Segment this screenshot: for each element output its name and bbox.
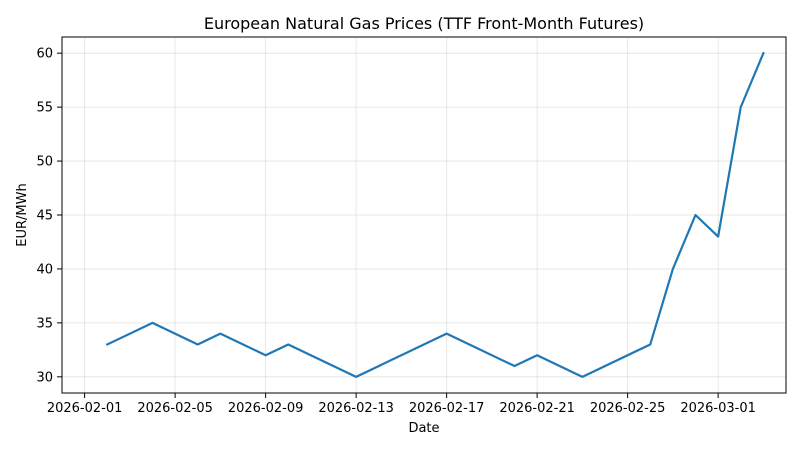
x-tick-label: 2026-02-09 <box>228 401 304 416</box>
x-tick-label: 2026-02-05 <box>137 401 213 416</box>
x-tick-label: 2026-03-01 <box>680 401 756 416</box>
x-axis-label: Date <box>408 421 439 436</box>
series-line <box>105 51 765 378</box>
x-tick-label: 2026-02-17 <box>409 401 485 416</box>
y-tick-label: 35 <box>36 316 53 331</box>
series-layer <box>105 51 765 378</box>
y-tick-label: 55 <box>36 101 53 116</box>
y-axis-label: EUR/MWh <box>15 183 30 246</box>
y-tick-label: 30 <box>36 370 53 385</box>
y-tick-label: 45 <box>36 209 53 224</box>
x-tick-label: 2026-02-01 <box>47 401 123 416</box>
y-tick-label: 40 <box>36 262 53 277</box>
x-tick-label: 2026-02-21 <box>499 401 575 416</box>
x-tick-label: 2026-02-25 <box>590 401 666 416</box>
y-axis: 30 35 40 45 50 55 60 <box>36 47 62 385</box>
y-tick-label: 50 <box>36 155 53 170</box>
x-axis: 2026-02-01 2026-02-05 2026-02-09 2026-02-13… <box>47 393 756 416</box>
grid <box>62 37 786 393</box>
y-tick-label: 60 <box>36 47 53 62</box>
chart-title: European Natural Gas Prices (TTF Front-M… <box>204 14 644 33</box>
x-tick-label: 2026-02-13 <box>318 401 394 416</box>
